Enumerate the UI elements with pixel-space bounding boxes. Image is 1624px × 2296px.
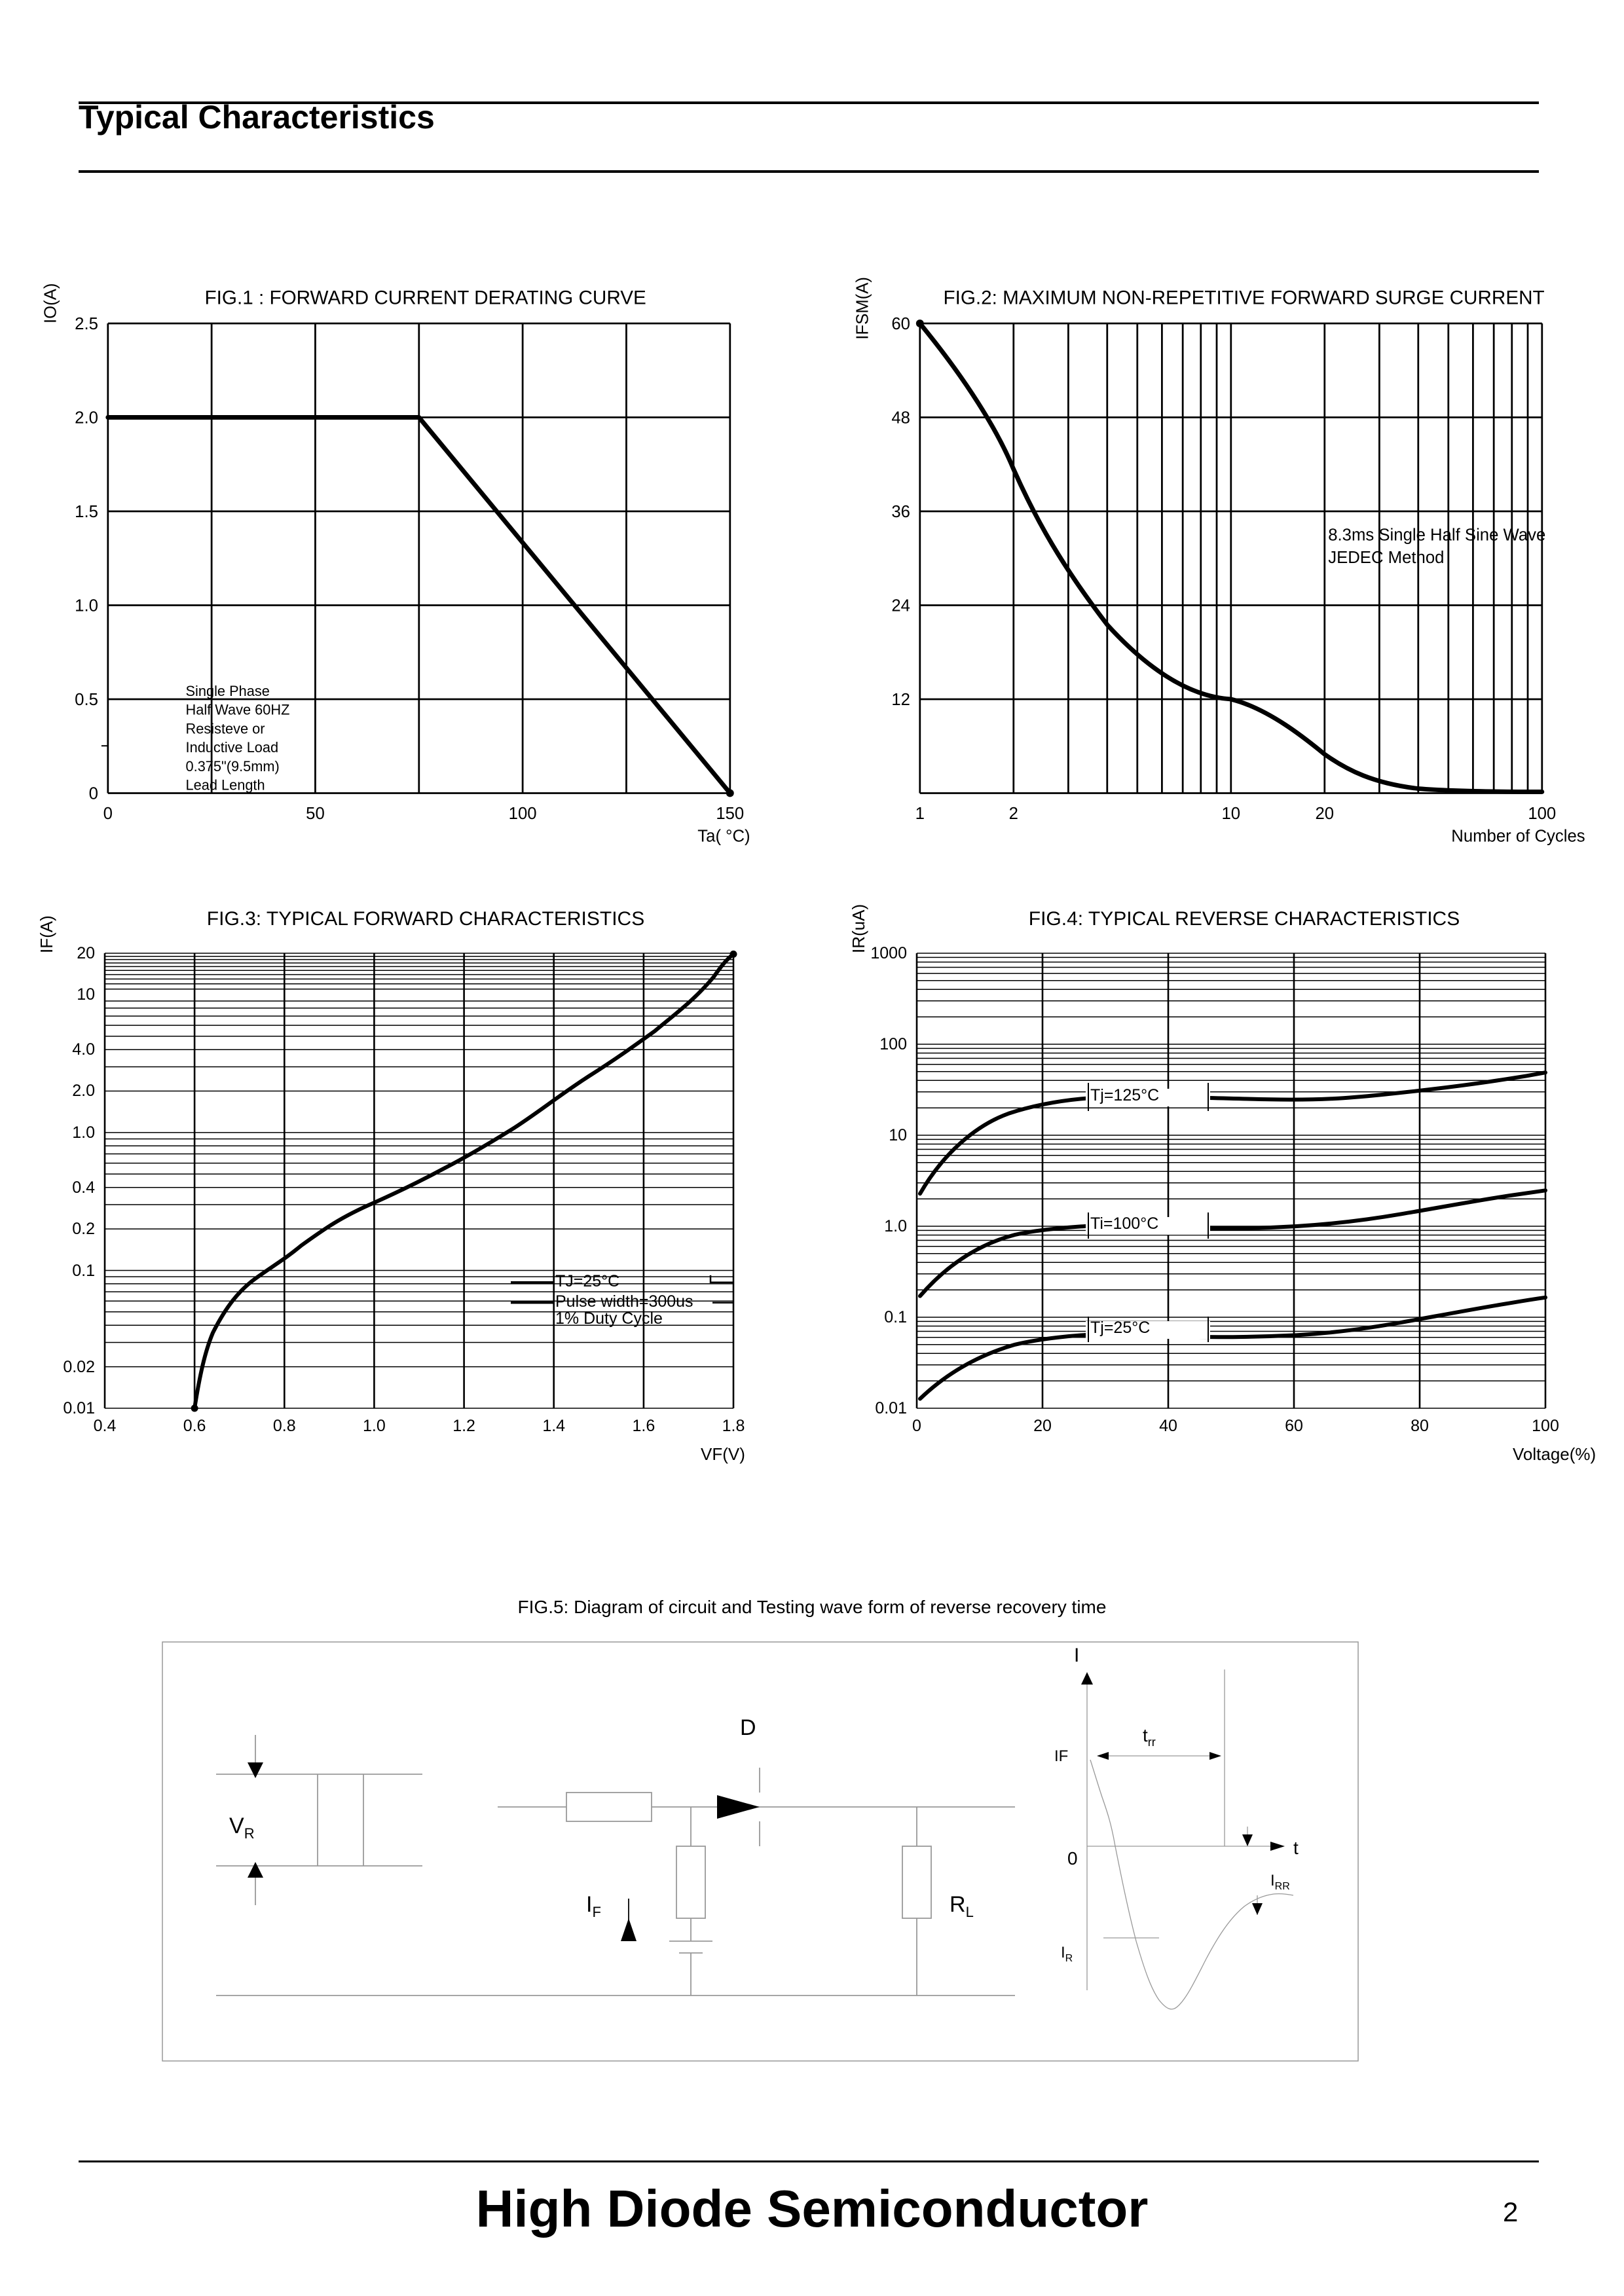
- svg-text:I: I: [1074, 1645, 1079, 1666]
- svg-text:0.6: 0.6: [183, 1417, 206, 1435]
- svg-text:0.1: 0.1: [884, 1308, 907, 1326]
- svg-text:20: 20: [77, 944, 95, 962]
- svg-text:60: 60: [1285, 1417, 1303, 1435]
- svg-text:40: 40: [1159, 1417, 1177, 1435]
- svg-text:1.2: 1.2: [452, 1417, 475, 1435]
- svg-text:8.3ms Single Half Sine Wave: 8.3ms Single Half Sine Wave: [1328, 526, 1545, 545]
- svg-text:1.0: 1.0: [75, 596, 98, 615]
- svg-text:IRR: IRR: [1270, 1872, 1290, 1892]
- svg-text:2.0: 2.0: [75, 409, 98, 427]
- svg-text:1.8: 1.8: [722, 1417, 745, 1435]
- svg-text:60: 60: [891, 315, 910, 333]
- svg-text:10: 10: [1221, 805, 1240, 823]
- svg-text:trr: trr: [1143, 1725, 1156, 1749]
- svg-text:Lead Length: Lead Length: [186, 777, 265, 793]
- svg-text:VR: VR: [229, 1813, 255, 1842]
- svg-text:IF(A): IF(A): [37, 915, 56, 953]
- svg-text:1000: 1000: [870, 944, 907, 962]
- svg-text:0.01: 0.01: [875, 1399, 907, 1417]
- svg-text:1.0: 1.0: [72, 1123, 95, 1142]
- svg-text:FIG.1 : FORWARD CURRENT DERAT: FIG.1 : FORWARD CURRENT DERATING CURVE: [205, 287, 646, 308]
- svg-text:Tj=25°C: Tj=25°C: [1090, 1319, 1150, 1337]
- svg-text:2: 2: [1009, 805, 1018, 823]
- svg-text:FIG.4: TYPICAL REVERSE CHARA: FIG.4: TYPICAL REVERSE CHARACTERISTICS: [1029, 908, 1460, 930]
- svg-text:1.6: 1.6: [633, 1417, 655, 1435]
- svg-text:Tj=125°C: Tj=125°C: [1090, 1086, 1159, 1104]
- svg-text:0.1: 0.1: [72, 1262, 95, 1280]
- svg-text:0.4: 0.4: [94, 1417, 117, 1435]
- svg-text:0: 0: [912, 1417, 921, 1435]
- svg-text:IO(A): IO(A): [42, 283, 60, 323]
- svg-text:IFSM(A): IFSM(A): [854, 277, 872, 340]
- svg-text:FIG.3: TYPICAL FORWARD CHARACT: FIG.3: TYPICAL FORWARD CHARACTERISTICS: [207, 908, 644, 930]
- svg-text:10: 10: [889, 1126, 907, 1144]
- svg-text:IR(uA): IR(uA): [849, 904, 868, 953]
- svg-text:80: 80: [1411, 1417, 1429, 1435]
- svg-text:Voltage(%): Voltage(%): [1513, 1444, 1596, 1464]
- svg-text:FIG.5: Diagram of circuit and: FIG.5: Diagram of circuit and Testing wa…: [518, 1597, 1107, 1617]
- svg-text:0.375"(9.5mm): 0.375"(9.5mm): [186, 758, 280, 774]
- svg-text:Ta( °C): Ta( °C): [697, 828, 750, 846]
- svg-text:2.5: 2.5: [75, 315, 98, 333]
- svg-text:36: 36: [891, 503, 910, 521]
- svg-text:0.2: 0.2: [72, 1220, 95, 1238]
- svg-text:IR: IR: [1061, 1944, 1073, 1964]
- svg-text:1% Duty Cycle: 1% Duty Cycle: [555, 1309, 663, 1328]
- svg-text:1.5: 1.5: [75, 503, 98, 521]
- svg-text:Number of Cycles: Number of Cycles: [1451, 828, 1585, 846]
- svg-text:RL: RL: [950, 1892, 974, 1920]
- svg-text:0.8: 0.8: [273, 1417, 296, 1435]
- svg-text:0: 0: [1067, 1848, 1078, 1868]
- svg-text:TJ=25°C: TJ=25°C: [555, 1272, 619, 1290]
- svg-text:FIG.2: MAXIMUM NON-REPETITIV: FIG.2: MAXIMUM NON-REPETITIVE FORWARD SU…: [943, 287, 1544, 308]
- svg-text:Single Phase: Single Phase: [186, 683, 270, 699]
- svg-text:1: 1: [915, 805, 925, 823]
- svg-text:VF(V): VF(V): [701, 1444, 745, 1464]
- svg-text:100: 100: [1528, 805, 1556, 823]
- svg-text:IF: IF: [586, 1892, 601, 1920]
- svg-text:0.5: 0.5: [75, 691, 98, 709]
- svg-text:2.0: 2.0: [72, 1082, 95, 1100]
- svg-text:Inductive Load: Inductive Load: [186, 739, 279, 756]
- svg-text:t: t: [1293, 1838, 1299, 1858]
- svg-text:24: 24: [891, 596, 910, 615]
- svg-text:4.0: 4.0: [72, 1040, 95, 1059]
- svg-text:100: 100: [509, 805, 537, 823]
- svg-text:1.0: 1.0: [363, 1417, 386, 1435]
- svg-text:50: 50: [306, 805, 325, 823]
- svg-text:Pulse width=300us: Pulse width=300us: [555, 1292, 693, 1311]
- svg-text:0: 0: [89, 784, 98, 803]
- svg-text:JEDEC Method: JEDEC Method: [1328, 549, 1444, 567]
- svg-text:Resisteve or: Resisteve or: [186, 720, 265, 737]
- svg-text:Ti=100°C: Ti=100°C: [1090, 1214, 1158, 1233]
- svg-text:D: D: [740, 1715, 756, 1740]
- svg-text:0.02: 0.02: [63, 1358, 95, 1376]
- svg-text:0.4: 0.4: [72, 1178, 95, 1197]
- svg-text:20: 20: [1315, 805, 1334, 823]
- svg-text:100: 100: [1532, 1417, 1559, 1435]
- svg-text:12: 12: [891, 691, 910, 709]
- svg-text:150: 150: [716, 805, 744, 823]
- svg-text:0: 0: [103, 805, 113, 823]
- svg-text:10: 10: [77, 985, 95, 1004]
- svg-text:0.01: 0.01: [63, 1399, 95, 1417]
- svg-text:1.0: 1.0: [884, 1217, 907, 1235]
- svg-text:100: 100: [879, 1035, 907, 1053]
- svg-text:20: 20: [1033, 1417, 1052, 1435]
- svg-text:IF: IF: [1054, 1747, 1068, 1765]
- svg-text:1.4: 1.4: [542, 1417, 565, 1435]
- svg-text:Half Wave 60HZ: Half Wave 60HZ: [186, 702, 290, 718]
- svg-text:48: 48: [891, 409, 910, 427]
